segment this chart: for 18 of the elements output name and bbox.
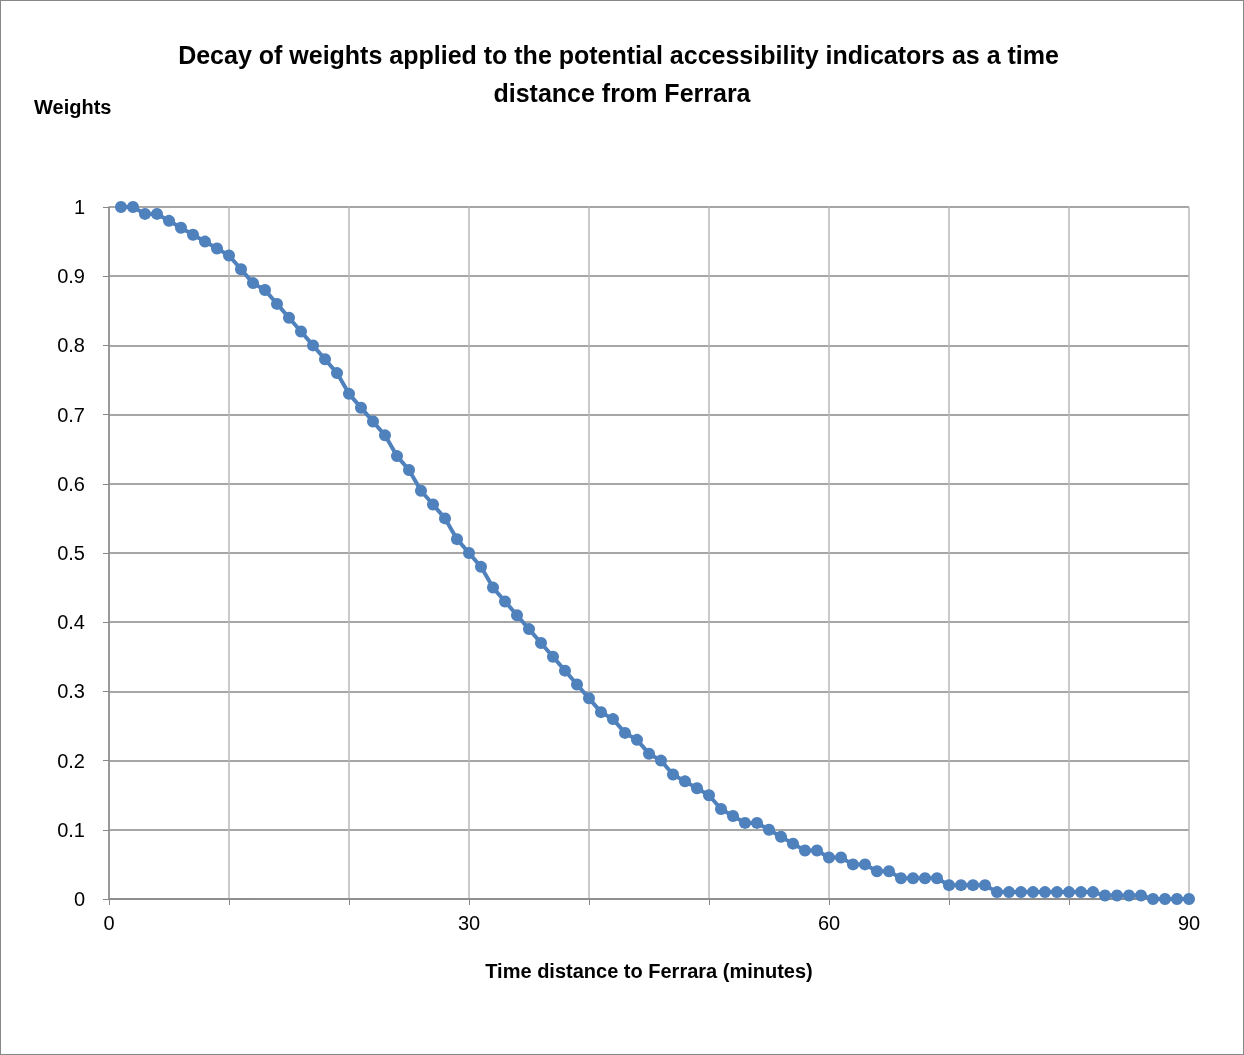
chart-title: Decay of weights applied to the potential accessibility indicators as a time distance from Ferrara [178, 41, 1066, 107]
x-axis-title: Time distance to Ferrara (minutes) [485, 960, 813, 982]
x-tick-label: 60 [817, 912, 841, 934]
y-tick-label: 0.8 [57, 334, 85, 357]
x-tick-label: 30 [457, 912, 481, 934]
x-tick-label: 0 [103, 912, 115, 934]
x-tick-label: 90 [1177, 912, 1201, 934]
y-tick-label: 0 [73, 888, 85, 910]
y-tick-label: 1 [73, 196, 85, 218]
y-tick-label: 0.3 [57, 680, 85, 703]
y-tick-label: 0.5 [57, 542, 85, 564]
y-axis-title: Weights [34, 96, 112, 118]
y-tick-label: 0.6 [57, 472, 85, 495]
y-tick-label: 0.2 [57, 749, 85, 772]
y-tick-label: 0.4 [57, 611, 85, 634]
y-tick-label: 0.1 [57, 818, 85, 841]
y-tick-label: 0.7 [57, 403, 85, 426]
y-tick-label: 0.9 [57, 265, 85, 288]
